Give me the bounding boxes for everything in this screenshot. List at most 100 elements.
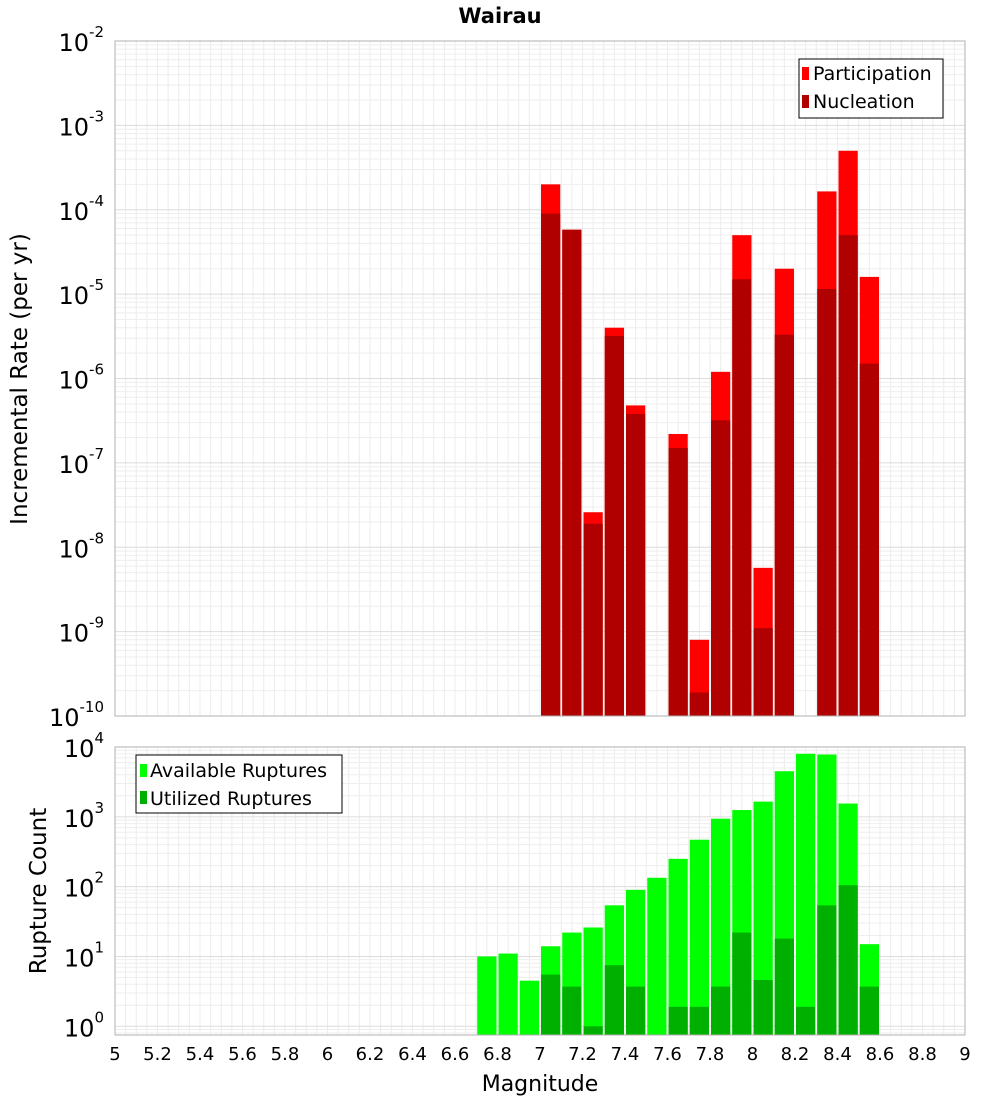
top-legend: Participation Nucleation — [798, 58, 944, 119]
top-y-tick-labels: 10-10 10-9 10-8 10-7 10-6 10-5 10-4 10-3 10-2 — [49, 23, 104, 732]
bar-available-ruptures — [689, 839, 709, 1035]
x-tick-label: 8.8 — [908, 1044, 937, 1065]
bar-nucleation — [668, 448, 688, 716]
x-tick-label: 8 — [747, 1044, 758, 1065]
bar-utilized-ruptures — [541, 974, 561, 1035]
bar-utilized-ruptures — [562, 986, 582, 1035]
bar-utilized-ruptures — [817, 905, 837, 1035]
y-tick-label: 102 — [64, 869, 104, 903]
bar-utilized-ruptures — [774, 938, 794, 1035]
x-axis-label: Magnitude — [482, 1072, 599, 1097]
bar-utilized-ruptures — [732, 932, 752, 1035]
bar-available-ruptures — [647, 877, 667, 1035]
bar-nucleation — [838, 235, 858, 716]
x-tick-label: 6 — [322, 1044, 333, 1065]
bar-utilized-ruptures — [838, 885, 858, 1035]
legend-swatch-utilized — [140, 791, 147, 804]
bottom-y-axis-label: Rupture Count — [26, 808, 52, 974]
top-plot: 10-10 10-9 10-8 10-7 10-6 10-5 10-4 10-3 10-2 In… — [7, 23, 966, 732]
x-tick-label: 7.2 — [568, 1044, 597, 1065]
bar-nucleation — [774, 334, 794, 716]
x-tick-label: 8.6 — [866, 1044, 895, 1065]
x-tick-label: 7.4 — [611, 1044, 640, 1065]
x-tick-label: 6.8 — [483, 1044, 512, 1065]
bar-utilized-ruptures — [583, 1026, 603, 1035]
y-tick-label: 10-4 — [58, 192, 104, 226]
y-tick-label: 10-6 — [58, 361, 104, 395]
y-tick-label: 100 — [64, 1008, 104, 1042]
bottom-plot-border — [114, 746, 966, 1036]
bottom-plot: 100 101 102 103 104 5 5.2 5.4 5.6 5.8 6 6.2 6.4 6.6 6… — [26, 729, 971, 1097]
legend-label-utilized: Utilized Ruptures — [150, 788, 312, 810]
legend-swatch-participation — [802, 67, 809, 80]
bar-available-ruptures — [796, 753, 816, 1035]
x-tick-label: 8.4 — [823, 1044, 852, 1065]
y-tick-label: 101 — [64, 939, 104, 973]
legend-label-available: Available Ruptures — [150, 760, 327, 782]
bar-available-ruptures — [753, 801, 773, 1035]
bar-utilized-ruptures — [689, 1006, 709, 1035]
bar-available-ruptures — [477, 956, 497, 1035]
bottom-legend: Available Ruptures Utilized Ruptures — [135, 754, 343, 814]
x-tick-label: 6.6 — [441, 1044, 470, 1065]
bar-utilized-ruptures — [626, 986, 646, 1035]
bar-utilized-ruptures — [859, 986, 879, 1035]
y-tick-label: 10-5 — [58, 276, 104, 310]
bar-nucleation — [859, 363, 879, 716]
x-tick-label: 7.8 — [696, 1044, 725, 1065]
y-tick-label: 10-8 — [58, 529, 104, 563]
bar-available-ruptures — [583, 927, 603, 1035]
bar-nucleation — [541, 213, 561, 717]
bar-utilized-ruptures — [711, 986, 731, 1035]
legend-label-participation: Participation — [813, 63, 932, 85]
bar-nucleation — [711, 420, 731, 716]
bar-nucleation — [583, 523, 603, 716]
y-tick-label: 10-3 — [58, 107, 104, 141]
y-tick-label: 104 — [64, 729, 104, 763]
y-tick-label: 10-2 — [58, 23, 104, 57]
legend-swatch-nucleation — [802, 95, 809, 108]
top-bars — [541, 150, 879, 717]
x-tick-label: 9 — [959, 1044, 970, 1065]
y-tick-label: 103 — [64, 799, 104, 833]
bar-utilized-ruptures — [796, 1006, 816, 1035]
legend-label-nucleation: Nucleation — [813, 91, 915, 113]
y-tick-label: 10-9 — [58, 614, 104, 648]
bar-nucleation — [689, 692, 709, 716]
bar-available-ruptures — [711, 818, 731, 1035]
bar-utilized-ruptures — [604, 965, 624, 1035]
x-tick-label: 5.2 — [143, 1044, 172, 1065]
top-gridlines — [114, 40, 966, 717]
x-tick-labels: 5 5.2 5.4 5.6 5.8 6 6.2 6.4 6.6 6.8 7 7.2 7.4 7.6 7.8 8… — [109, 1044, 970, 1065]
bar-nucleation — [604, 335, 624, 716]
chart-title: Wairau — [458, 4, 541, 28]
bar-utilized-ruptures — [668, 1006, 688, 1035]
bar-nucleation — [562, 229, 582, 716]
x-tick-label: 5 — [109, 1044, 120, 1065]
bar-nucleation — [753, 628, 773, 716]
x-tick-label: 5.6 — [228, 1044, 257, 1065]
x-tick-label: 6.4 — [398, 1044, 427, 1065]
bottom-y-tick-labels: 100 101 102 103 104 — [64, 729, 104, 1042]
legend-swatch-available — [140, 764, 147, 777]
x-tick-label: 5.8 — [271, 1044, 300, 1065]
x-tick-label: 7.6 — [653, 1044, 682, 1065]
bar-nucleation — [626, 413, 646, 716]
y-tick-label: 10-7 — [58, 445, 104, 479]
top-plot-border — [114, 40, 966, 717]
top-y-axis-label: Incremental Rate (per yr) — [7, 233, 33, 525]
bar-available-ruptures — [668, 858, 688, 1035]
bar-utilized-ruptures — [753, 980, 773, 1035]
x-tick-label: 7 — [534, 1044, 545, 1065]
bottom-legend-box — [135, 754, 343, 814]
bar-nucleation — [817, 289, 837, 716]
y-tick-label: 10-10 — [49, 698, 104, 732]
bar-nucleation — [732, 279, 752, 716]
top-legend-box — [798, 58, 944, 119]
x-tick-label: 5.4 — [186, 1044, 215, 1065]
bottom-bars — [477, 753, 879, 1035]
x-tick-label: 6.2 — [356, 1044, 385, 1065]
bar-available-ruptures — [498, 953, 518, 1035]
x-tick-label: 8.2 — [781, 1044, 810, 1065]
